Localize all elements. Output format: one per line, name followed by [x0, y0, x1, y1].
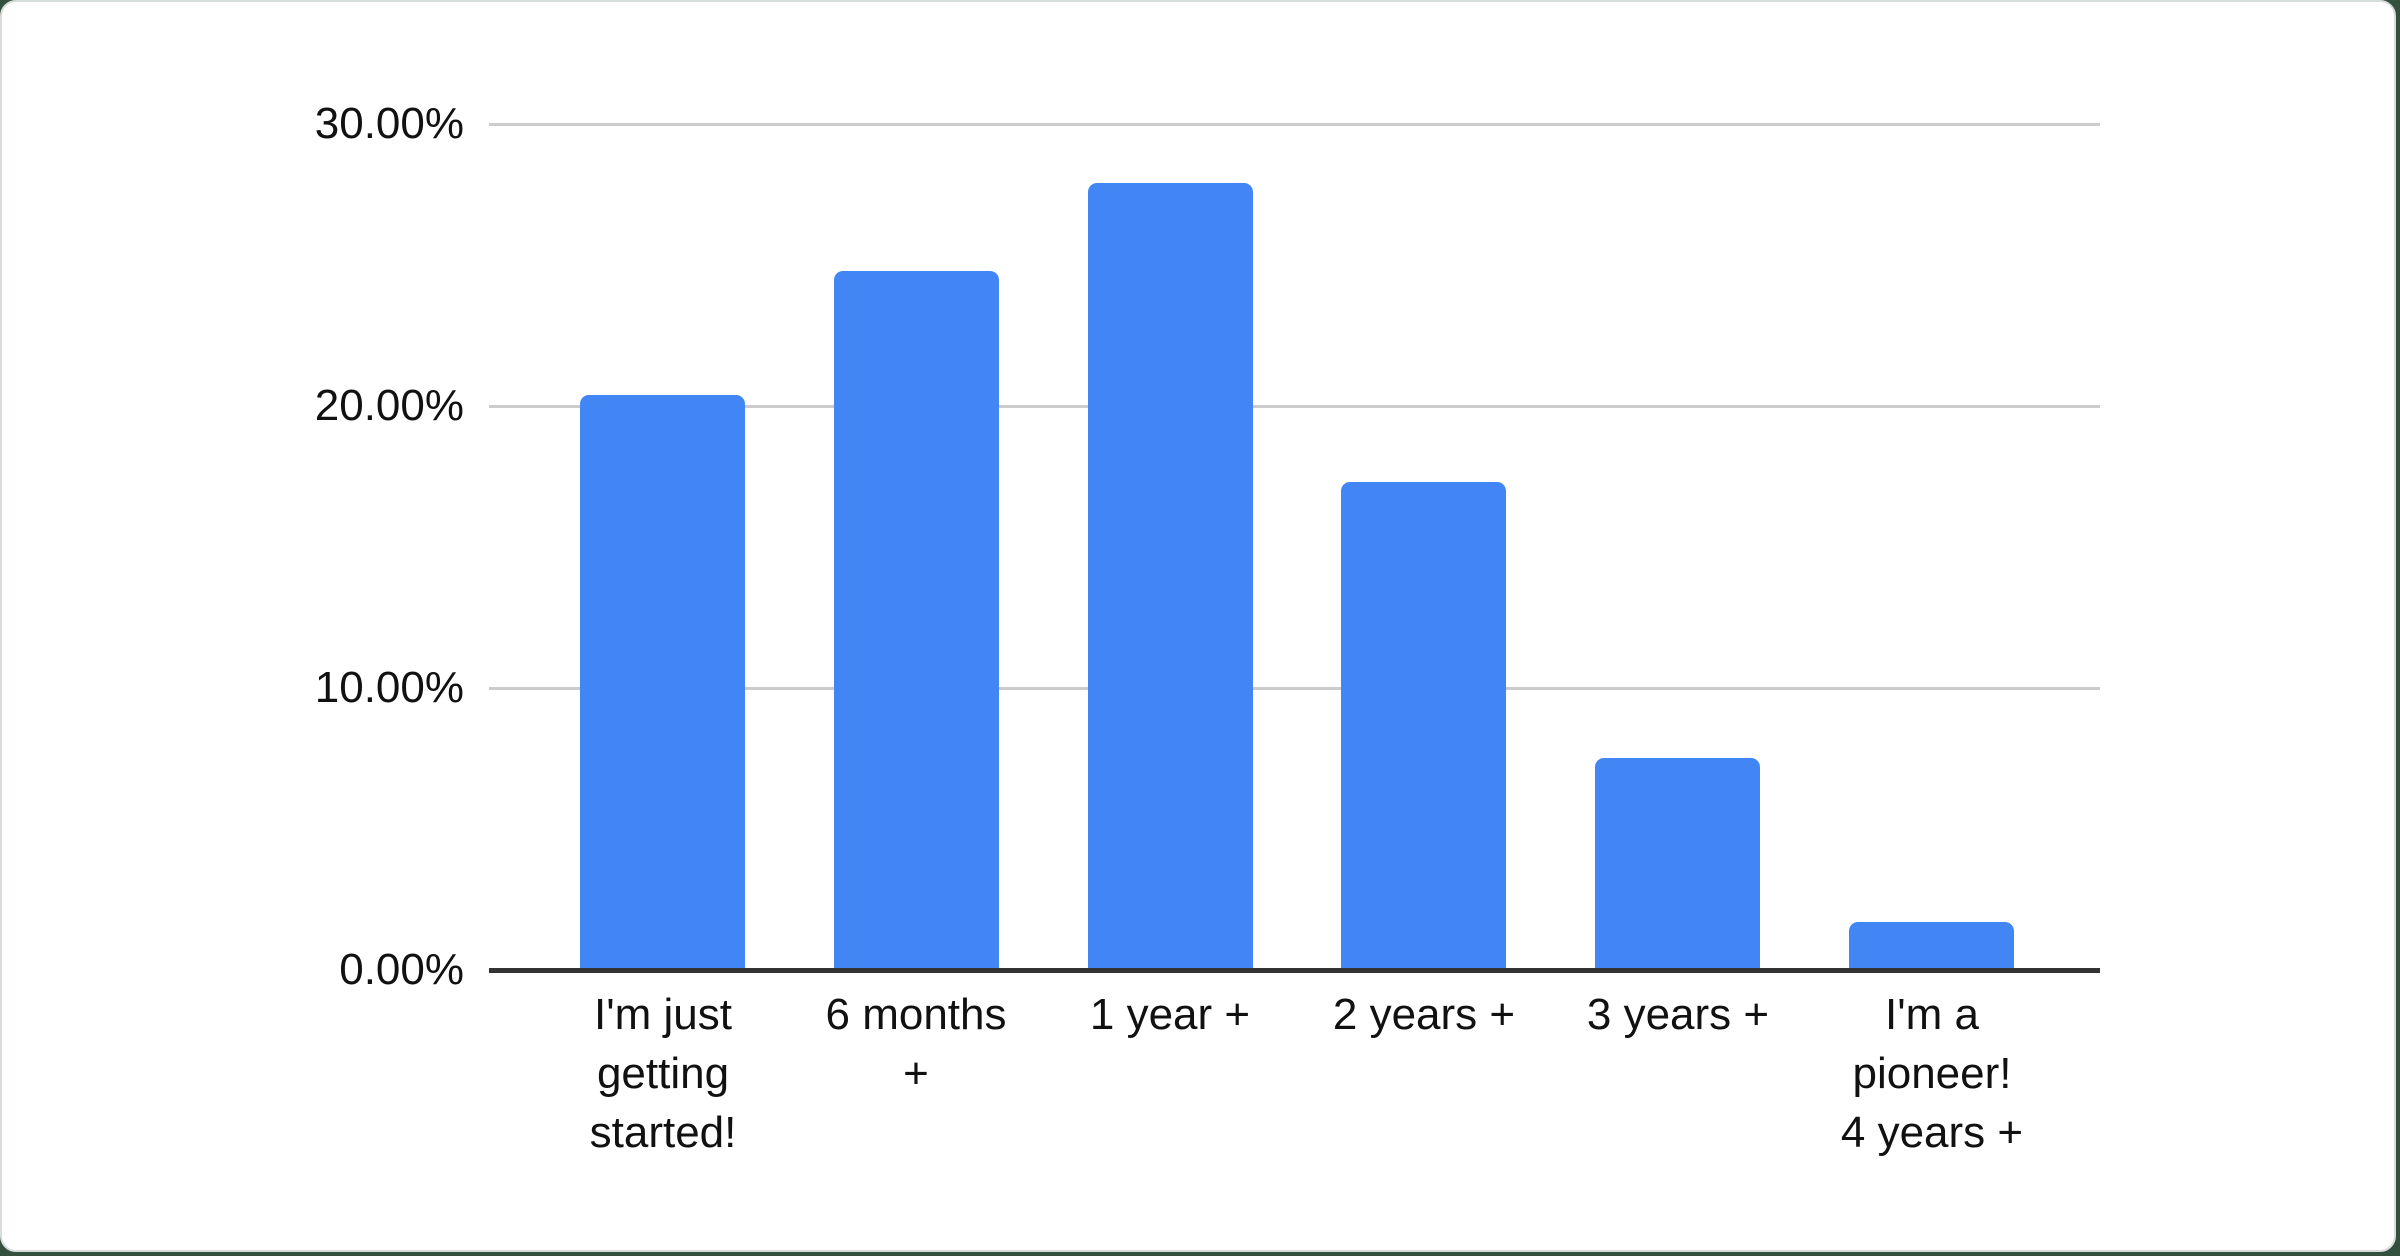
gridline-10.00%: [489, 687, 2100, 690]
x-axis-category-label: 6 months +: [825, 990, 1007, 1098]
y-axis-tick-label: 30.00%: [314, 99, 464, 148]
x-axis-category-label: 1 year +: [1089, 990, 1251, 1039]
bar-6[interactable]: [1849, 922, 2014, 970]
y-axis-tick-label: 10.00%: [314, 663, 464, 712]
y-axis-tick-label: 20.00%: [314, 381, 464, 430]
bar-3[interactable]: [1088, 183, 1253, 970]
x-axis-line: [489, 968, 2100, 973]
x-axis-category-label: I'm just getting started!: [589, 990, 737, 1157]
bar-1[interactable]: [580, 395, 745, 970]
x-axis-category-label: I'm a pioneer! 4 years +: [1840, 990, 2024, 1157]
x-axis-category-label: 3 years +: [1586, 990, 1770, 1039]
bar-4[interactable]: [1341, 482, 1506, 970]
gridline-20.00%: [489, 405, 2100, 408]
y-axis-tick-label: 0.00%: [339, 945, 464, 994]
bar-5[interactable]: [1595, 758, 1760, 970]
x-axis-category-label: 2 years +: [1332, 990, 1516, 1039]
bar-2[interactable]: [834, 271, 999, 970]
gridline-30.00%: [489, 123, 2100, 126]
